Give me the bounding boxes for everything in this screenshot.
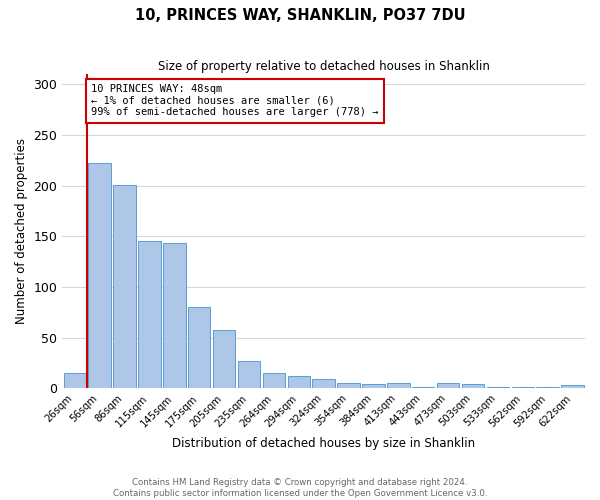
- Bar: [437, 383, 460, 388]
- Bar: [313, 379, 335, 388]
- Text: 10 PRINCES WAY: 48sqm
← 1% of detached houses are smaller (6)
99% of semi-detach: 10 PRINCES WAY: 48sqm ← 1% of detached h…: [91, 84, 379, 117]
- Bar: [387, 383, 410, 388]
- Bar: [287, 376, 310, 388]
- Bar: [337, 383, 360, 388]
- Bar: [213, 330, 235, 388]
- Text: 10, PRINCES WAY, SHANKLIN, PO37 7DU: 10, PRINCES WAY, SHANKLIN, PO37 7DU: [134, 8, 466, 22]
- Bar: [263, 373, 285, 388]
- Text: Contains HM Land Registry data © Crown copyright and database right 2024.
Contai: Contains HM Land Registry data © Crown c…: [113, 478, 487, 498]
- Y-axis label: Number of detached properties: Number of detached properties: [15, 138, 28, 324]
- Bar: [362, 384, 385, 388]
- Bar: [536, 387, 559, 388]
- Bar: [487, 387, 509, 388]
- Bar: [163, 244, 185, 388]
- Title: Size of property relative to detached houses in Shanklin: Size of property relative to detached ho…: [158, 60, 490, 73]
- Bar: [562, 385, 584, 388]
- Bar: [188, 307, 211, 388]
- Bar: [238, 361, 260, 388]
- Bar: [412, 387, 434, 388]
- X-axis label: Distribution of detached houses by size in Shanklin: Distribution of detached houses by size …: [172, 437, 475, 450]
- Bar: [462, 384, 484, 388]
- Bar: [64, 373, 86, 388]
- Bar: [512, 387, 534, 388]
- Bar: [138, 242, 161, 388]
- Bar: [88, 164, 111, 388]
- Bar: [113, 184, 136, 388]
